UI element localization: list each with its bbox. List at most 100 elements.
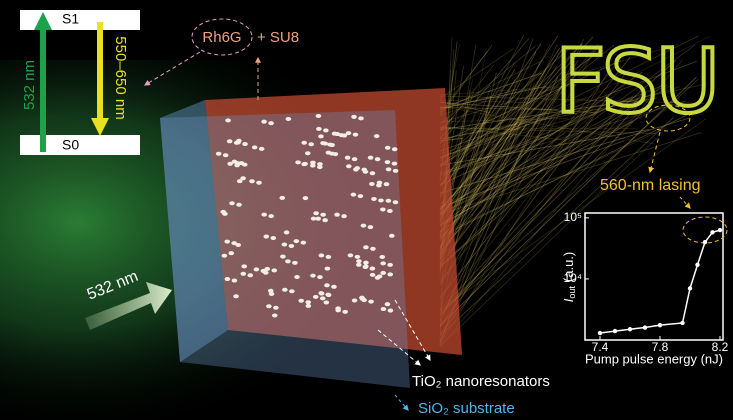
nanoresonator <box>317 275 323 279</box>
nanoresonator <box>268 121 274 125</box>
nanoresonator <box>392 162 398 166</box>
nanoresonator <box>389 234 395 238</box>
nanoresonator <box>242 142 248 146</box>
matrix-label: + SU8 <box>257 29 299 46</box>
nanoresonator <box>301 241 307 245</box>
x-tick-label: 7.4 <box>592 340 609 354</box>
nanoresonator <box>282 288 288 292</box>
nanoresonator <box>222 254 228 258</box>
nanoresonator <box>233 294 239 298</box>
data-point <box>680 321 684 325</box>
nanoresonator <box>363 264 369 268</box>
nanoresonator <box>324 283 330 287</box>
nanoresonator <box>387 272 393 276</box>
nanoresonator <box>341 214 347 218</box>
nanoresonator <box>352 298 358 302</box>
nanoresonator <box>228 251 234 255</box>
nanoresonator <box>324 300 330 304</box>
nanoresonator <box>380 261 386 265</box>
nanoresonator <box>271 268 277 272</box>
nanoresonator <box>266 304 272 308</box>
nanoresonator <box>368 156 374 160</box>
nanoresonator <box>361 168 367 172</box>
nanoresonator <box>311 217 317 221</box>
nanoresonator <box>385 302 391 306</box>
nanoresonator <box>261 213 267 217</box>
data-point <box>628 327 632 331</box>
level-label: S0 <box>62 137 79 153</box>
nanoresonator <box>301 141 307 145</box>
nanoresonator <box>370 273 376 277</box>
data-point <box>695 263 699 267</box>
nanoresonator <box>317 165 323 169</box>
nanoresonator <box>361 224 367 228</box>
nanoresonator <box>363 261 369 265</box>
nanoresonator <box>231 241 237 245</box>
nanoresonator <box>326 151 332 155</box>
nanoresonator <box>242 163 248 167</box>
emission-wavelength: 550–650 nm <box>112 36 129 119</box>
nanoresonator <box>225 277 231 281</box>
nanoresonator <box>289 244 295 248</box>
nanoresonator <box>326 255 332 259</box>
nanoresonator <box>316 114 322 118</box>
nanoresonator <box>261 120 267 124</box>
nanoresonator <box>356 259 362 263</box>
data-point <box>710 230 714 234</box>
nanoresonator <box>320 141 326 145</box>
nanoresonator <box>313 211 319 215</box>
nanoresonator <box>369 182 375 186</box>
nanoresonator <box>335 132 341 136</box>
nanoresonator <box>378 198 384 202</box>
nanoresonator <box>381 307 387 311</box>
nanoresonator <box>289 289 295 293</box>
nanoresonator <box>346 131 352 135</box>
nanoresonator <box>335 306 341 310</box>
data-point <box>613 329 617 333</box>
nanoresonator <box>223 153 229 157</box>
nanoresonator <box>236 139 242 143</box>
nanoresonator <box>284 230 290 234</box>
nanoresonator <box>294 275 300 279</box>
nanoresonator <box>310 164 316 168</box>
nanoresonator <box>225 118 231 122</box>
nanoresonator <box>370 171 376 175</box>
nanoresonator <box>232 279 238 283</box>
nanoresonator <box>280 255 286 259</box>
x-tick-label: 7.8 <box>652 340 669 354</box>
nanoresonator <box>220 210 226 214</box>
nanoresonator <box>236 203 242 207</box>
nanoresonator <box>227 162 233 166</box>
nanoresonator <box>392 147 398 151</box>
data-point <box>598 331 602 335</box>
nanoresonator <box>368 225 374 229</box>
nanoresonator <box>380 207 386 211</box>
nanoresonator <box>270 236 276 240</box>
nanoresonator <box>370 267 376 271</box>
logo: FSU <box>555 30 720 133</box>
dye-label: Rh6G <box>202 29 241 46</box>
nanoresonator <box>386 167 392 171</box>
nanoresonator <box>249 179 255 183</box>
nanoresonator <box>358 194 364 198</box>
nanoresonator <box>386 199 392 203</box>
figure: S1 S0 532 nm 550–650 nm Rh6G + SU8 FSU 5… <box>0 0 733 420</box>
x-tick-label: 8.2 <box>712 340 729 354</box>
nanoresonator <box>363 245 369 249</box>
nanoresonator <box>256 181 262 185</box>
nanoresonator <box>303 196 309 200</box>
nanoresonator <box>351 115 357 119</box>
data-point <box>718 228 722 232</box>
nanoresonator <box>346 164 352 168</box>
nanoresonator <box>235 161 241 165</box>
nanoresonator <box>319 253 325 257</box>
nanoresonator <box>302 162 308 166</box>
nanoresonator <box>313 295 319 299</box>
nanoresonator <box>387 263 393 267</box>
nanoresonator <box>285 259 291 263</box>
nanoresonator <box>316 127 322 131</box>
nanoresonator <box>325 267 331 271</box>
nanoresonator <box>351 193 357 197</box>
nanoresonator <box>294 239 300 243</box>
nanoresonator <box>388 309 394 313</box>
